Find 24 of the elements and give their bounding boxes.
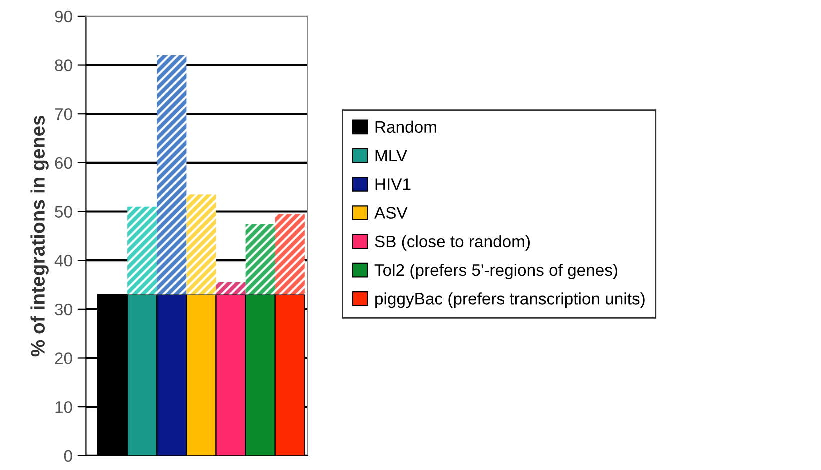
legend-label: MLV (376, 150, 408, 162)
y-tick-label: 50 (55, 206, 72, 218)
bar (275, 214, 305, 295)
y-tick-label: 20 (55, 352, 72, 364)
y-tick-label: 10 (56, 401, 72, 414)
y-tick-label: 60 (55, 157, 72, 170)
bar (246, 224, 276, 295)
y-tick-label: 90 (55, 10, 72, 23)
legend-label: HIV1 (376, 178, 411, 190)
y-tick-label: 70 (55, 108, 72, 120)
y-tick-label: 30 (55, 304, 72, 316)
y-tick-label: 40 (54, 254, 72, 267)
bar (157, 56, 187, 295)
legend-label: Tol2 (prefers 5'-regions of genes) (374, 264, 618, 280)
y-axis-title: % of integrations in genes (30, 116, 49, 357)
bar (186, 194, 216, 295)
legend-label: ASV (374, 207, 408, 219)
legend-label: Random (376, 120, 436, 134)
bar (216, 282, 246, 295)
y-tick-label: 0 (64, 450, 72, 462)
y-tick-label: 80 (55, 60, 72, 72)
bar (128, 206, 158, 295)
legend-label: piggyBac (prefers transcription units) (376, 292, 645, 308)
legend-label: SB (close to random) (375, 235, 530, 251)
